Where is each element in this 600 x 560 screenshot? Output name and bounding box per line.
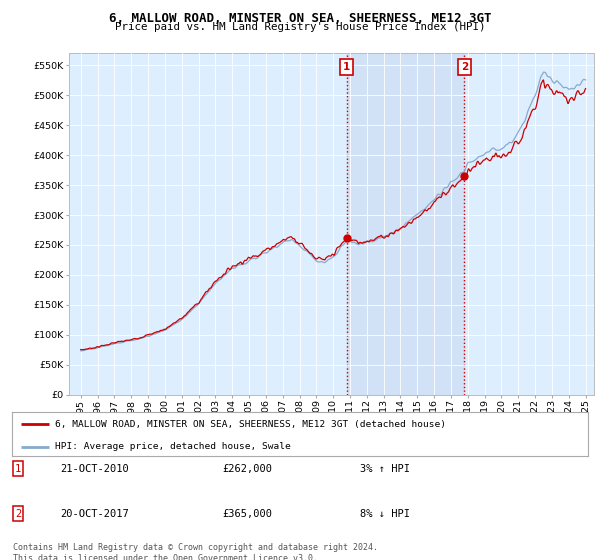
Text: 6, MALLOW ROAD, MINSTER ON SEA, SHEERNESS, ME12 3GT: 6, MALLOW ROAD, MINSTER ON SEA, SHEERNES… [109, 12, 491, 25]
Text: 21-OCT-2010: 21-OCT-2010 [60, 464, 129, 474]
Text: 6, MALLOW ROAD, MINSTER ON SEA, SHEERNESS, ME12 3GT (detached house): 6, MALLOW ROAD, MINSTER ON SEA, SHEERNES… [55, 419, 446, 428]
Text: Price paid vs. HM Land Registry's House Price Index (HPI): Price paid vs. HM Land Registry's House … [115, 22, 485, 32]
Text: 2: 2 [461, 62, 468, 72]
Text: 3% ↑ HPI: 3% ↑ HPI [360, 464, 410, 474]
Text: 1: 1 [15, 464, 21, 474]
Text: £262,000: £262,000 [222, 464, 272, 474]
Text: 8% ↓ HPI: 8% ↓ HPI [360, 508, 410, 519]
Text: 2: 2 [15, 508, 21, 519]
Text: Contains HM Land Registry data © Crown copyright and database right 2024.
This d: Contains HM Land Registry data © Crown c… [13, 543, 378, 560]
Text: £365,000: £365,000 [222, 508, 272, 519]
Bar [347, 53, 464, 395]
Text: 1: 1 [343, 62, 350, 72]
Text: 20-OCT-2017: 20-OCT-2017 [60, 508, 129, 519]
Text: HPI: Average price, detached house, Swale: HPI: Average price, detached house, Swal… [55, 442, 291, 451]
